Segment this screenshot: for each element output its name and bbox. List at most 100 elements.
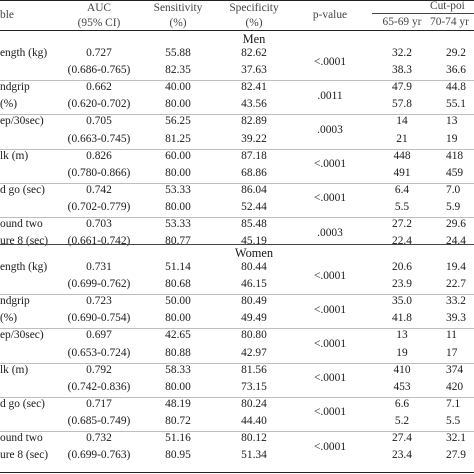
cell-c2: 5.5 — [446, 415, 461, 427]
cell-label: ength (kg) — [0, 261, 48, 273]
cell-pvalue: <.0001 — [313, 56, 347, 68]
cell-label: d go (sec) — [0, 184, 45, 196]
cell-c2: 13 — [446, 115, 458, 127]
cell-c1: 47.9 — [392, 81, 412, 93]
cell-auc: 0.703 — [86, 218, 112, 230]
cell-c1: 6.4 — [394, 184, 410, 196]
cell-label: lk (m) — [0, 150, 29, 162]
cell-c1: 448 — [393, 150, 411, 162]
cell-spec: 85.48 — [241, 218, 267, 230]
cell-auc: (0.661-0.742) — [67, 235, 131, 247]
cell-sens: 80.95 — [165, 449, 191, 461]
cell-c2: 19 — [446, 133, 458, 145]
row-group-divider — [0, 80, 474, 81]
cell-auc: 0.792 — [86, 364, 112, 376]
cell-c2: 418 — [446, 150, 464, 162]
cell-sens: 42.65 — [165, 329, 191, 341]
cell-sens: 80.88 — [165, 347, 191, 359]
cell-c1: 23.9 — [392, 278, 412, 290]
cell-auc: (0.663-0.745) — [67, 133, 131, 145]
cutpoint-underline — [372, 13, 474, 14]
cell-c1: 5.2 — [394, 415, 410, 427]
cell-c2: 29.2 — [446, 47, 466, 59]
cell-sens: 51.14 — [165, 261, 191, 273]
cell-c2: 374 — [446, 364, 464, 376]
cell-c2: 29.6 — [446, 218, 466, 230]
cell-c1: 27.4 — [392, 432, 412, 444]
cell-auc: 0.727 — [86, 47, 112, 59]
top-rule — [0, 0, 474, 1]
cell-c1: 14 — [396, 115, 408, 127]
cell-c2: 44.8 — [446, 81, 466, 93]
cell-label: d go (sec) — [0, 398, 45, 410]
cell-auc: (0.699-0.762) — [67, 278, 131, 290]
cell-c2: 459 — [446, 167, 464, 179]
cell-sens: 58.33 — [165, 364, 191, 376]
cell-c1: 38.3 — [392, 64, 412, 76]
cell-c1: 22.4 — [392, 235, 412, 247]
cell-auc: (0.742-0.836) — [67, 381, 131, 393]
cell-sens: 80.00 — [165, 167, 191, 179]
cell-c2: 22.7 — [446, 278, 466, 290]
cell-c1: 57.8 — [392, 98, 412, 110]
section-title: Women — [234, 246, 274, 260]
cell-sens: 82.35 — [165, 64, 191, 76]
cell-spec: 82.89 — [241, 115, 267, 127]
row-group-divider — [0, 149, 474, 150]
cell-c1: 453 — [393, 381, 411, 393]
cell-label: ep/30sec) — [0, 115, 44, 127]
cell-pvalue: <.0001 — [313, 192, 347, 204]
header-specificity: Specificity — [229, 2, 279, 14]
cell-sens: 80.00 — [165, 98, 191, 110]
cell-spec: 43.56 — [241, 98, 267, 110]
row-group-divider — [0, 114, 474, 115]
header-auc-ci: (95% CI) — [77, 17, 121, 29]
cell-label: (%) — [0, 98, 18, 110]
cell-c1: 32.2 — [392, 47, 412, 59]
cell-spec: 80.49 — [241, 295, 267, 307]
cell-auc: 0.697 — [86, 329, 112, 341]
cell-auc: (0.780-0.866) — [67, 167, 131, 179]
header-sensitivity-unit: (%) — [169, 17, 187, 29]
row-group-divider — [0, 363, 474, 364]
cell-sens: 80.72 — [165, 415, 191, 427]
cell-sens: 56.25 — [165, 115, 191, 127]
header-age-65-69: 65-69 yr — [382, 16, 422, 28]
row-group-divider — [0, 183, 474, 184]
cell-auc: 0.717 — [86, 398, 112, 410]
cell-auc: 0.742 — [86, 184, 112, 196]
cell-auc: (0.702-0.779) — [67, 201, 131, 213]
cell-c1: 23.4 — [392, 449, 412, 461]
cell-sens: 80.00 — [165, 201, 191, 213]
cell-sens: 80.00 — [165, 312, 191, 324]
row-group-divider — [0, 397, 474, 398]
cell-sens: 80.00 — [165, 381, 191, 393]
cell-c1: 21 — [396, 133, 408, 145]
header-specificity-unit: (%) — [245, 17, 263, 29]
cell-sens: 51.16 — [165, 432, 191, 444]
cell-sens: 60.00 — [165, 150, 191, 162]
header-age-70-74: 70-74 yr — [430, 16, 469, 28]
cell-label: ure 8 (sec) — [0, 235, 49, 247]
cell-spec: 87.18 — [241, 150, 267, 162]
cell-c2: 55.1 — [446, 98, 466, 110]
cell-label: ndgrip — [0, 295, 30, 307]
cell-spec: 82.41 — [241, 81, 267, 93]
cell-auc: 0.731 — [86, 261, 112, 273]
cell-auc: (0.653-0.724) — [67, 347, 131, 359]
cell-pvalue: <.0001 — [313, 441, 347, 453]
cell-pvalue: <.0001 — [313, 338, 347, 350]
cell-auc: (0.686-0.765) — [67, 64, 131, 76]
cell-label: ength (kg) — [0, 47, 48, 59]
cell-pvalue: <.0001 — [313, 304, 347, 316]
cell-c1: 20.6 — [392, 261, 412, 273]
cell-label: ure 8 (sec) — [0, 449, 49, 461]
cell-sens: 40.00 — [165, 81, 191, 93]
cell-sens: 50.00 — [165, 295, 191, 307]
cell-label: ep/30sec) — [0, 329, 44, 341]
cell-label: ound two — [0, 432, 43, 444]
header-variable: ble — [0, 9, 14, 21]
cell-sens: 81.25 — [165, 133, 191, 145]
cell-c2: 420 — [446, 381, 464, 393]
